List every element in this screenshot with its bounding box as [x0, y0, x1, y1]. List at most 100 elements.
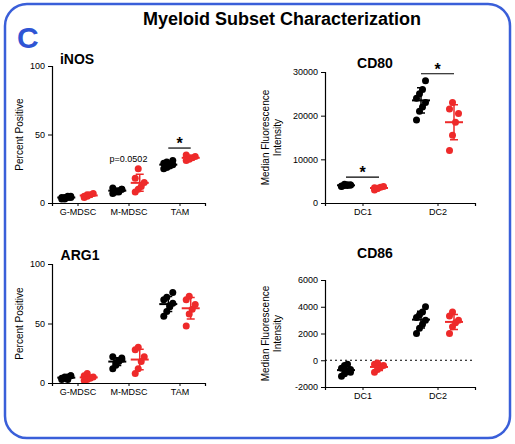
- subplot-title: CD86: [357, 245, 393, 261]
- y-axis: 0 50 100: [30, 61, 53, 208]
- plot-area: [325, 303, 475, 380]
- y-tick-label: 20000: [293, 111, 318, 121]
- x-axis-line: [53, 384, 206, 387]
- x-tick: DC1: [354, 203, 372, 217]
- data-point: [446, 106, 453, 113]
- y-tick-label: 2000: [298, 329, 318, 339]
- data-point: [132, 175, 139, 182]
- y-tick-label: 4000: [298, 302, 318, 312]
- mean-line: [412, 319, 430, 321]
- x-tick-mark: [129, 203, 130, 206]
- x-tick-label: M-MDSC: [111, 207, 148, 217]
- figure: CMyeloid Subset CharacterizationiNOSPerc…: [0, 0, 515, 444]
- mean-line: [370, 366, 388, 368]
- x-tick-mark: [363, 203, 364, 206]
- y-tick: 100: [30, 61, 52, 71]
- x-tick-label: DC2: [429, 391, 447, 401]
- y-tick: 10000: [293, 155, 325, 165]
- y-axis-title: Intensity: [272, 119, 283, 156]
- y-tick-label: 0: [313, 356, 318, 366]
- annotation: *: [176, 135, 183, 152]
- y-tick-mark: [321, 72, 325, 73]
- y-axis: 050100: [30, 259, 53, 388]
- x-tick-label: G-MDSC: [60, 387, 97, 397]
- y-tick: 6000: [298, 275, 325, 285]
- mean-line: [445, 321, 463, 323]
- x-tick-mark: [363, 387, 364, 390]
- mean-line: [57, 377, 75, 379]
- x-axis: DC1 DC2: [326, 387, 476, 401]
- data-point: [186, 293, 193, 300]
- subplot-title: iNOS: [60, 51, 94, 67]
- data-point: [192, 301, 199, 308]
- plot-area: [57, 289, 199, 383]
- y-tick-mark: [321, 280, 325, 281]
- mean-line: [159, 164, 177, 166]
- x-tick-label: TAM: [171, 207, 189, 217]
- panel-label: C: [17, 21, 39, 54]
- x-axis: G-MDSC M-MDSC TAM: [53, 203, 206, 217]
- x-tick-mark: [78, 383, 79, 386]
- annotation: p=0.0502: [110, 154, 148, 164]
- y-tick-label: 0: [40, 198, 45, 208]
- x-tick-mark: [129, 383, 130, 386]
- figure-title: Myeloid Subset Characterization: [143, 9, 421, 29]
- x-tick: DC1: [354, 387, 372, 401]
- y-axis-title: Median Fluorescence: [260, 285, 271, 381]
- y-tick-mark: [48, 203, 52, 204]
- y-tick-mark: [321, 203, 325, 204]
- mean-line: [370, 187, 388, 189]
- x-tick: DC2: [429, 387, 447, 401]
- data-point: [135, 365, 142, 372]
- x-tick-mark: [438, 387, 439, 390]
- y-tick-label: 6000: [298, 275, 318, 285]
- y-tick-mark: [48, 324, 52, 325]
- x-tick: TAM: [171, 203, 189, 217]
- y-tick: -2000: [295, 382, 325, 392]
- y-tick: 0: [40, 198, 52, 208]
- y-tick-mark: [321, 360, 325, 361]
- mean-line: [80, 376, 98, 378]
- y-tick-label: 100: [30, 259, 45, 269]
- x-tick: G-MDSC: [60, 203, 97, 217]
- x-tick-label: DC1: [354, 207, 372, 217]
- x-tick-label: G-MDSC: [60, 207, 97, 217]
- subplot: CD80Median FluorescenceIntensity01000020…: [260, 55, 476, 217]
- panel-frame: [5, 4, 510, 438]
- mean-line: [412, 99, 430, 101]
- y-tick-mark: [321, 334, 325, 335]
- data-point: [183, 322, 190, 329]
- x-tick-mark: [78, 203, 79, 206]
- x-axis-line: [326, 204, 476, 207]
- y-tick-label: 50: [35, 130, 45, 140]
- mean-line: [57, 197, 75, 199]
- y-tick: 0: [313, 356, 325, 366]
- y-axis-title: Intensity: [272, 315, 283, 352]
- y-axis: -2000 0 2000 4000 6000: [295, 275, 326, 392]
- y-tick: 0: [40, 378, 52, 388]
- data-point: [422, 77, 429, 84]
- y-tick-mark: [321, 159, 325, 160]
- mean-line: [337, 184, 355, 186]
- data-point: [135, 165, 142, 172]
- y-axis-line: [321, 281, 326, 388]
- y-tick-mark: [48, 264, 52, 265]
- x-tick-label: DC1: [354, 391, 372, 401]
- reference-line: [325, 360, 475, 361]
- data-point: [109, 353, 116, 360]
- y-tick-mark: [321, 307, 325, 308]
- y-tick: 20000: [293, 111, 325, 121]
- subplot-title: CD80: [357, 55, 393, 71]
- subplot: ARG1Percent Positive050100G-MDSCM-MDSCTA…: [14, 247, 206, 397]
- y-tick: 50: [35, 130, 52, 140]
- data-point: [84, 370, 91, 377]
- y-tick-mark: [321, 387, 325, 388]
- x-tick-mark: [180, 383, 181, 386]
- y-tick-label: 0: [313, 198, 318, 208]
- x-axis: DC1DC2: [326, 203, 476, 217]
- x-tick: G-MDSC: [60, 383, 97, 397]
- y-tick-mark: [48, 66, 52, 67]
- data-point: [169, 289, 176, 296]
- data-point: [422, 303, 429, 310]
- x-tick: TAM: [171, 383, 189, 397]
